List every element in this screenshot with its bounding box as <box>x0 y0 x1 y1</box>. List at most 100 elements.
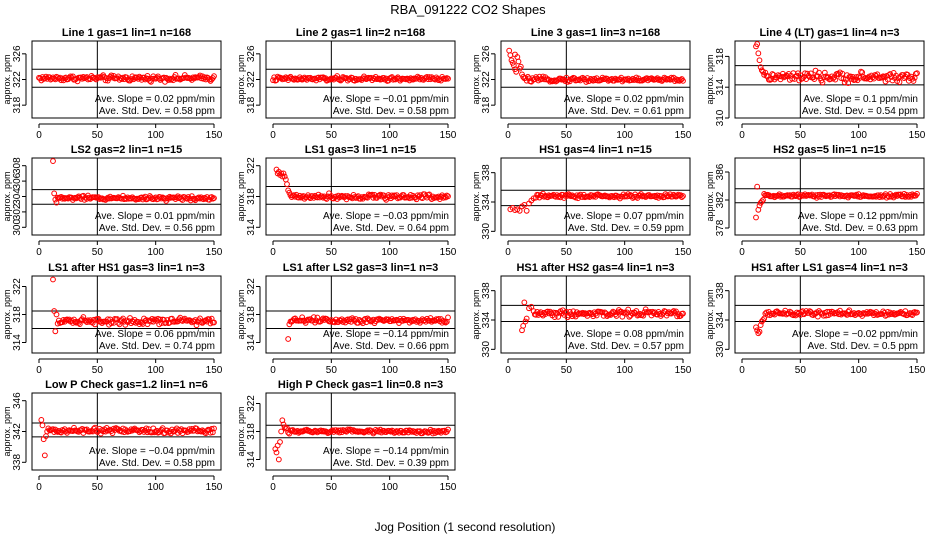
y-tick-label: 314 <box>246 451 257 468</box>
panel-title: HS1 after LS1 gas=4 lin=1 n=3 <box>751 262 908 274</box>
x-tick-label: 50 <box>326 247 338 258</box>
std-dev-annotation: Ave. Std. Dev. = 0.58 ppm <box>99 458 215 469</box>
x-tick-label: 100 <box>147 130 164 141</box>
data-point <box>38 417 45 423</box>
y-tick-label: 386 <box>715 163 726 180</box>
data-point <box>887 71 894 77</box>
data-point <box>521 299 528 306</box>
y-tick-label: 314 <box>246 334 257 351</box>
std-dev-annotation: Ave. Std. Dev. = 0.66 ppm <box>333 341 449 352</box>
data-point <box>528 303 535 310</box>
data-point <box>896 79 903 85</box>
x-tick-label: 0 <box>270 365 276 376</box>
data-point <box>516 207 523 214</box>
y-tick-label: 334 <box>715 311 726 328</box>
x-tick-label: 50 <box>92 247 104 258</box>
data-point <box>278 428 285 435</box>
x-tick-label: 150 <box>909 130 926 141</box>
data-point <box>866 309 873 316</box>
data-point <box>92 321 98 328</box>
std-dev-annotation: Ave. Std. Dev. = 0.59 ppm <box>568 223 684 234</box>
data-point <box>445 426 451 433</box>
y-tick-label: 318 <box>715 48 726 65</box>
data-point <box>320 427 327 434</box>
data-point <box>757 64 764 71</box>
data-point <box>756 57 763 64</box>
panel-title: Low P Check gas=1.2 lin=1 n=6 <box>45 379 208 391</box>
data-point <box>314 314 321 321</box>
data-point <box>359 320 366 327</box>
data-point <box>628 77 635 83</box>
data-point <box>523 315 530 322</box>
y-axis-label: approx. ppm <box>705 171 715 221</box>
x-tick-label: 0 <box>739 247 745 258</box>
data-point <box>625 306 632 313</box>
data-point <box>845 80 852 86</box>
data-point <box>73 319 80 326</box>
data-point <box>680 77 686 84</box>
x-tick-label: 50 <box>326 365 338 376</box>
panel-title: HS1 after HS2 gas=4 lin=1 n=3 <box>516 262 674 274</box>
data-point <box>104 316 111 323</box>
y-tick-label: 314 <box>715 78 726 95</box>
data-point <box>53 311 60 318</box>
data-point <box>520 322 527 329</box>
plot-frame <box>500 157 691 236</box>
y-tick-label: 382 <box>715 191 726 208</box>
y-tick-label: 318 <box>246 306 257 323</box>
data-point <box>911 74 918 81</box>
slope-annotation: Ave. Slope = 0.07 ppm/min <box>564 211 684 222</box>
x-tick-label: 50 <box>326 130 338 141</box>
data-point <box>821 69 828 76</box>
data-point <box>198 319 205 325</box>
x-tick-label: 0 <box>270 130 276 141</box>
y-tick-label: 326 <box>246 45 257 62</box>
data-point <box>760 197 766 203</box>
y-axis-label: approx. ppm <box>705 289 715 339</box>
data-point <box>277 439 283 445</box>
y-tick-label: 334 <box>481 311 492 328</box>
data-point <box>628 310 635 316</box>
data-point <box>814 313 821 320</box>
x-tick-label: 100 <box>147 482 164 493</box>
x-tick-label: 150 <box>440 247 457 258</box>
x-tick-label: 0 <box>270 482 276 493</box>
plot-frame <box>31 392 222 471</box>
x-tick-label: 150 <box>440 130 457 141</box>
data-point <box>344 426 351 433</box>
data-point <box>756 328 763 335</box>
plot-frame <box>31 40 222 119</box>
y-tick-label: 326 <box>12 45 23 62</box>
data-point <box>841 79 848 86</box>
std-dev-annotation: Ave. Std. Dev. = 0.64 ppm <box>333 223 449 234</box>
y-tick-label: 322 <box>246 278 257 295</box>
data-point <box>211 73 217 80</box>
y-tick-label: 378 <box>715 219 726 236</box>
slope-annotation: Ave. Slope = 0.08 ppm/min <box>564 329 684 340</box>
x-tick-label: 50 <box>92 130 104 141</box>
panel-title: LS1 after HS1 gas=3 lin=1 n=3 <box>48 262 205 274</box>
x-tick-label: 150 <box>206 365 223 376</box>
data-point <box>163 319 170 326</box>
data-point <box>280 170 287 177</box>
data-point <box>209 429 216 436</box>
data-point <box>441 318 448 325</box>
panel-3: Line 4 (LT) gas=1 lin=4 n=3 0 50 100 150 310 3… <box>705 27 926 141</box>
data-point <box>331 319 338 326</box>
x-tick-label: 50 <box>561 247 573 258</box>
data-point <box>54 429 61 435</box>
x-tick-label: 150 <box>206 482 223 493</box>
y-tick-label: 322 <box>12 71 23 88</box>
x-tick-label: 0 <box>505 365 511 376</box>
data-point <box>445 193 451 200</box>
std-dev-annotation: Ave. Std. Dev. = 0.5 ppm <box>807 341 918 352</box>
std-dev-annotation: Ave. Std. Dev. = 0.54 ppm <box>802 106 918 117</box>
data-point <box>613 313 620 319</box>
y-tick-label: 318 <box>246 423 257 440</box>
data-point <box>286 189 293 196</box>
data-point <box>640 312 647 319</box>
x-tick-label: 50 <box>92 482 104 493</box>
panel-13: High P Check gas=1 lin=0.8 n=3 0 50 100 150 3… <box>236 379 457 493</box>
data-point <box>197 315 203 322</box>
plot-frame <box>265 275 456 354</box>
